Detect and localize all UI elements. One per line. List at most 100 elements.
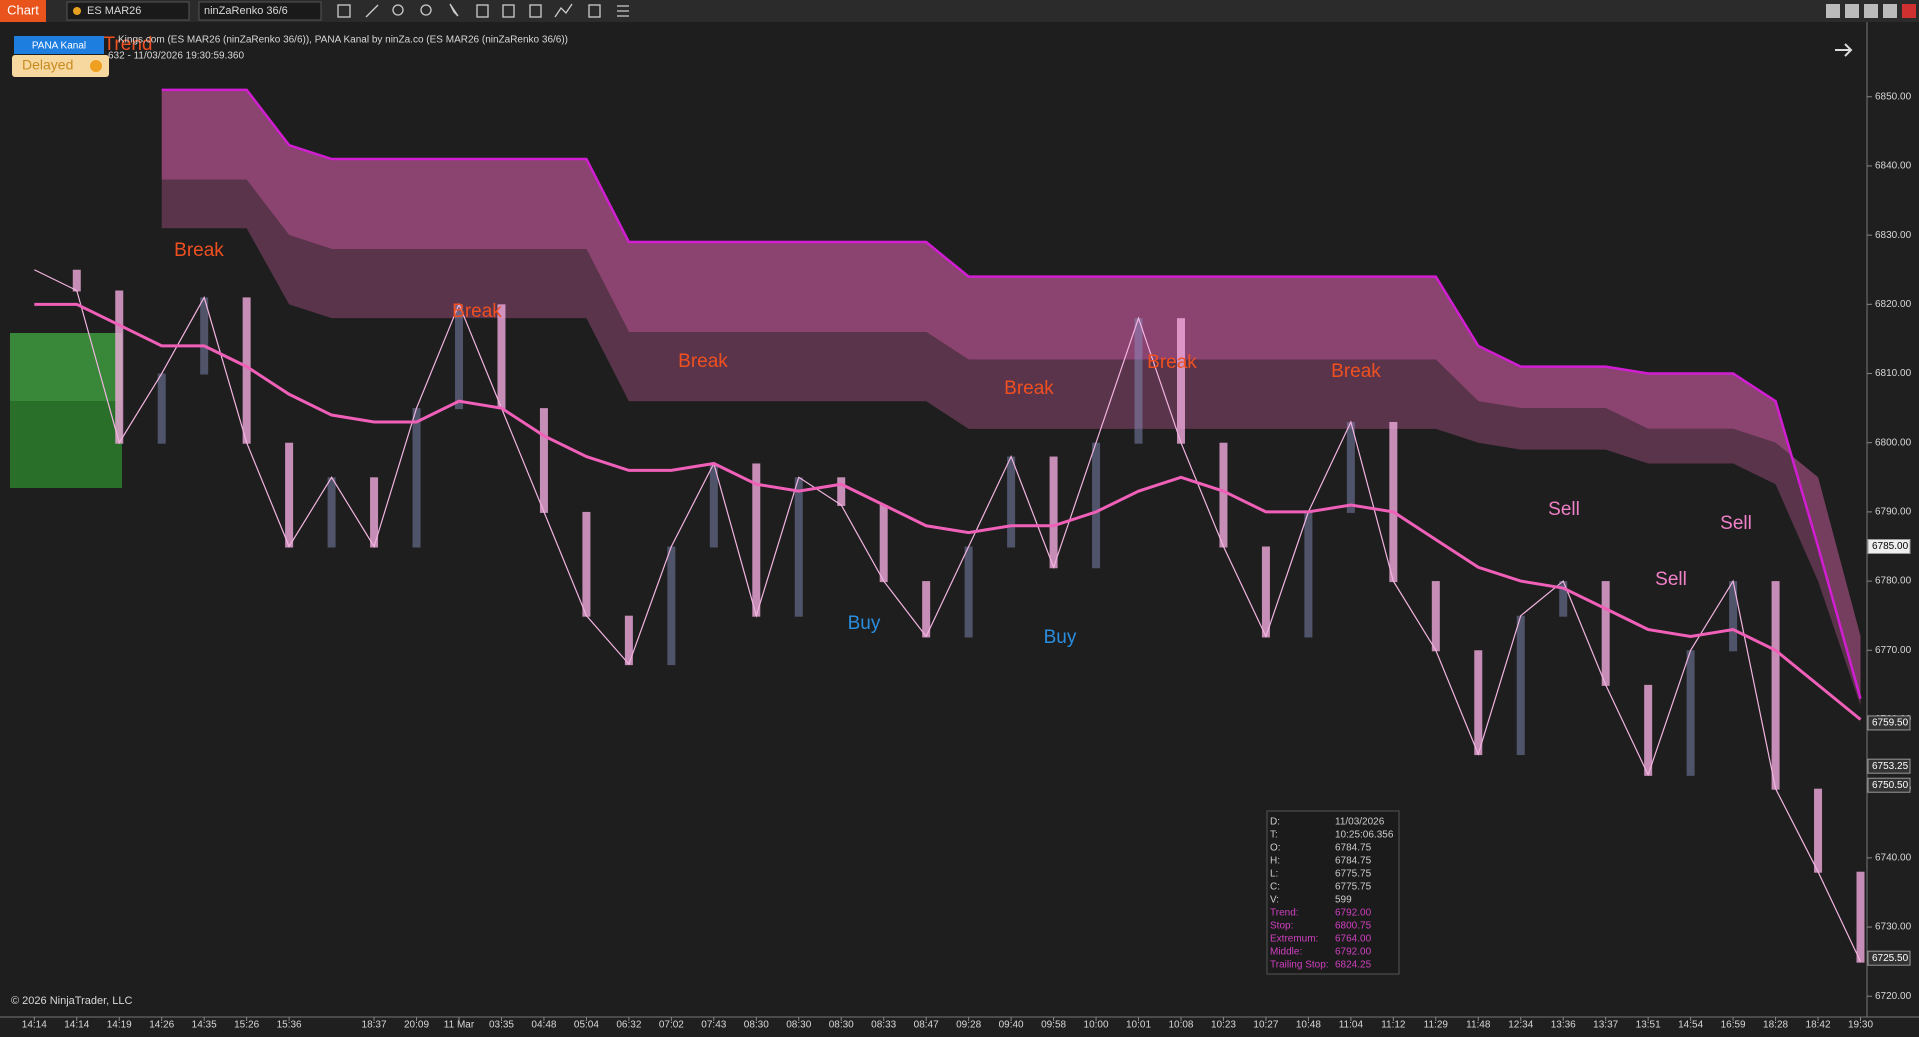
y-tick-label: 6790.00 [1875,507,1912,518]
tool-icon[interactable] [337,4,351,18]
y-tick-label: 6730.00 [1875,922,1912,933]
data-box-value: 6775.75 [1335,869,1372,880]
x-tick-label: 11:29 [1424,1020,1449,1031]
price-bar [497,304,506,410]
data-box-value: 10:25:06.356 [1335,830,1394,841]
x-tick-label: 06:32 [616,1020,641,1031]
x-tick-label: 14:54 [1678,1020,1703,1031]
tool-icon[interactable] [554,3,573,18]
window-buttons [1826,4,1916,18]
indicator-badge[interactable] [14,36,104,54]
x-tick-label: 13:51 [1636,1020,1661,1031]
bartype-label: ninZaRenko 36/6 [204,5,288,17]
x-tick-label: 10:00 [1084,1020,1109,1031]
x-tick-label: 14:26 [149,1020,174,1031]
window-button[interactable] [1883,4,1897,18]
status-label: Delayed [22,57,73,73]
scroll-arrow[interactable] [1835,43,1853,57]
data-box-key: D: [1270,817,1280,828]
window-button[interactable] [1845,4,1859,18]
y-tick-label: 6840.00 [1875,161,1912,172]
annotation: Break [678,351,728,372]
price-bar [539,408,548,513]
tool-icon[interactable] [392,4,404,16]
status-badge [12,55,109,77]
price-marker-label: 6753.25 [1872,761,1909,772]
y-tick-label: 6830.00 [1875,230,1912,241]
price-bar [709,463,718,548]
x-tick-label: 15:36 [277,1020,302,1031]
price-bar [667,546,676,666]
bartype-select[interactable] [198,1,322,21]
x-tick-label: 18:37 [362,1020,387,1031]
data-box-value: 6792.00 [1335,908,1372,919]
price-bar [1644,684,1653,776]
indicator-badge-label: PANA Kanal [32,41,86,52]
annotation: Buy [848,613,881,634]
price-bar [200,297,209,375]
annotation: Buy [1044,627,1077,648]
price-bar [794,477,803,617]
x-tick-label: 16:59 [1721,1020,1746,1031]
data-box-value: 6784.75 [1335,856,1372,867]
price-bar [72,269,81,292]
price-bar [242,297,251,444]
price-bar [1686,650,1695,776]
x-tick-label: 11 Mar [444,1020,475,1031]
x-tick-label: 07:43 [701,1020,726,1031]
volume-profile-value-area [10,333,122,401]
window-button[interactable] [1864,4,1878,18]
y-tick-label: 6850.00 [1875,91,1912,102]
data-box-key: T: [1270,830,1278,841]
tool-icon[interactable] [420,4,432,16]
tool-icon[interactable] [588,4,601,18]
price-bar [1559,581,1568,617]
x-tick-label: 12:34 [1508,1020,1533,1031]
annotation: Break [1004,378,1054,399]
tool-icon[interactable] [502,4,515,18]
tool-icon[interactable] [476,4,489,18]
price-bar [412,408,421,548]
x-tick-label: 18:42 [1806,1020,1831,1031]
x-tick-label: 10:27 [1253,1020,1278,1031]
chart-tab[interactable] [0,0,46,22]
x-tick-label: 09:40 [999,1020,1024,1031]
band-area [161,179,1861,706]
x-tick-label: 04:48 [531,1020,556,1031]
data-box-key: H: [1270,856,1280,867]
window-button[interactable] [1826,4,1840,18]
instrument-label: ES MAR26 [87,5,141,17]
tool-icon[interactable] [449,3,459,17]
y-tick-label: 6810.00 [1875,368,1912,379]
y-tick-label: 6820.00 [1875,299,1912,310]
price-bar [1771,581,1780,790]
tool-icon[interactable] [617,5,629,17]
tool-icon[interactable] [529,4,542,18]
x-tick-label: 19:30 [1848,1020,1873,1031]
instrument-select[interactable] [66,1,190,21]
x-tick-label: 07:02 [659,1020,684,1031]
data-box-key: Middle: [1270,947,1302,958]
data-box-key: V: [1270,895,1279,906]
close-button[interactable] [1902,4,1916,18]
price-bar [1431,581,1440,652]
price-bar [1729,581,1738,652]
price-bar [1049,456,1058,569]
x-tick-label: 14:35 [192,1020,217,1031]
price-marker [1867,777,1911,793]
x-tick-label: 11:12 [1381,1020,1406,1031]
x-tick-label: 18:28 [1763,1020,1788,1031]
data-box-key: Extremum: [1270,934,1318,945]
tool-icon[interactable] [365,4,379,18]
price-marker-label: 6785.00 [1872,541,1909,552]
price-bar [1516,615,1525,756]
price-marker-label: 6725.50 [1872,953,1909,964]
middle-line [34,302,1862,721]
price-bar [1474,650,1483,756]
x-tick-label: 10:23 [1211,1020,1236,1031]
y-tick-label: 6740.00 [1875,853,1912,864]
data-box-key: Trend: [1270,908,1299,919]
copyright: © 2026 NinjaTrader, LLC [11,995,132,1007]
